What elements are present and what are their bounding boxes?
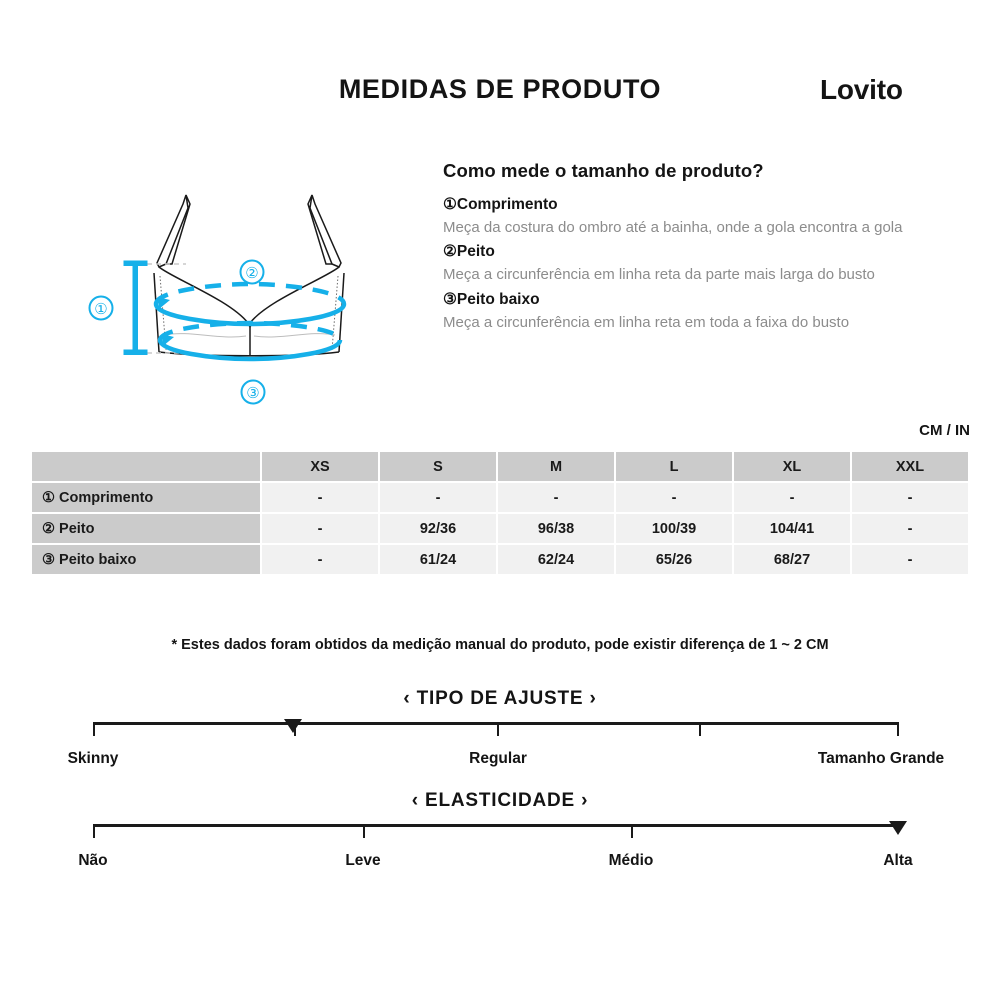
cell-peito-baixo-xs: - [262,545,378,574]
size-header-l: L [616,452,732,481]
diagram-marker-1-label: ① [94,301,107,318]
measure-instruction-3: ③Peito baixo Meça a circunferência em li… [443,288,943,333]
row-label-peito-baixo: ③ Peito baixo [32,545,260,574]
measure-instruction-2-desc: Meça a circunferência em linha reta da p… [443,266,875,284]
fit-selected-marker [284,719,302,733]
cell-peito-m: 96/38 [498,514,614,543]
page-title: MEDIDAS DE PRODUTO [338,74,662,104]
measure-instruction-2-label: ②Peito [443,243,495,261]
cell-peito-baixo-s: 61/24 [380,545,496,574]
garment-seam-dotted [159,275,339,351]
row-label-comprimento: ① Comprimento [32,483,260,512]
how-to-measure-section: Como mede o tamanho de produto? ①Comprim… [443,160,943,335]
elasticity-scale: ‹ ELASTICIDADE › Não Leve Médio Alta [0,790,1000,878]
cell-peito-baixo-xxl: - [852,545,968,574]
cell-peito-s: 92/36 [380,514,496,543]
fit-type-scale-title: ‹ TIPO DE AJUSTE › [403,688,597,709]
fit-label-oversize: Tamanho Grande [817,750,945,767]
cell-peito-xl: 104/41 [734,514,850,543]
length-measure-bar [123,260,148,355]
diagram-marker-2-label: ② [245,265,258,282]
measurement-disclaimer: * Estes dados foram obtidos da medição m… [171,637,829,653]
cell-peito-baixo-xl: 68/27 [734,545,850,574]
cell-comprimento-m: - [498,483,614,512]
how-to-measure-title: Como mede o tamanho de produto? [443,160,764,181]
fit-tick-3 [497,722,499,736]
fit-label-skinny: Skinny [67,750,119,767]
measure-instruction-1-desc: Meça da costura do ombro até a bainha, o… [443,219,903,237]
chest-measure-arrow [158,297,170,309]
measure-instruction-3-desc: Meça a circunferência em linha reta em t… [443,313,850,331]
elasticity-tick-1 [93,824,95,838]
elasticity-tick-3 [631,824,633,838]
size-header-s: S [380,452,496,481]
fit-type-scale-graphic [0,710,1000,750]
cell-peito-baixo-l: 65/26 [616,545,732,574]
measure-instruction-1: ①Comprimento Meça da costura do ombro at… [443,193,943,238]
chest-measure-ellipse [153,281,347,327]
size-table-header-row: XS S M L XL XXL [32,452,968,481]
underbust-measure-ellipse [157,320,343,362]
cell-comprimento-xs: - [262,483,378,512]
row-label-peito: ② Peito [32,514,260,543]
bra-diagram-svg: ① ② ③ [88,194,347,405]
brand-logo: Lovito [820,74,903,105]
product-measurement-diagram: ① ② ③ [80,160,420,410]
elasticity-scale-labels: Não Leve Médio Alta [0,852,1000,878]
cell-comprimento-s: - [380,483,496,512]
table-row: ③ Peito baixo - 61/24 62/24 65/26 68/27 … [32,545,968,574]
fit-type-scale: ‹ TIPO DE AJUSTE › Skinny Regular Tamanh… [0,688,1000,776]
size-header-xl: XL [734,452,850,481]
elasticity-label-alta: Alta [883,852,913,869]
cell-peito-l: 100/39 [616,514,732,543]
size-table-header: XS S M L XL XXL [32,452,968,481]
cell-comprimento-xxl: - [852,483,968,512]
size-header-m: M [498,452,614,481]
diagram-marker-3: ③ [240,379,266,405]
diagram-marker-2: ② [239,259,265,285]
size-header-xxl: XXL [852,452,968,481]
measure-instruction-3-label: ③Peito baixo [443,290,540,308]
fit-tick-4 [699,722,701,736]
cell-peito-xs: - [262,514,378,543]
diagram-marker-3-label: ③ [246,385,259,402]
table-row: ② Peito - 92/36 96/38 100/39 104/41 - [32,514,968,543]
cell-comprimento-l: - [616,483,732,512]
elasticity-tick-2 [363,824,365,838]
fit-tick-5 [897,722,899,736]
cell-peito-xxl: - [852,514,968,543]
size-table: XS S M L XL XXL ① Comprimento - - - - - … [30,450,970,576]
size-header-xs: XS [262,452,378,481]
size-table-body: ① Comprimento - - - - - - ② Peito - 92/3… [32,483,968,574]
fit-scale-labels: Skinny Regular Tamanho Grande [0,750,1000,776]
underbust-measure-arrow [162,334,174,346]
units-label: CM / IN [919,422,970,439]
fit-label-regular: Regular [469,750,527,767]
measure-instruction-1-label: ①Comprimento [443,196,558,213]
size-table-corner-cell [32,452,260,481]
elasticity-label-leve: Leve [345,852,381,869]
cell-peito-baixo-m: 62/24 [498,545,614,574]
elasticity-scale-title: ‹ ELASTICIDADE › [411,790,589,811]
elasticity-selected-marker [889,821,907,835]
measure-instruction-2: ②Peito Meça a circunferência em linha re… [443,240,943,285]
elasticity-axis-line [93,824,899,827]
elasticity-label-medio: Médio [608,852,654,869]
table-row: ① Comprimento - - - - - - [32,483,968,512]
diagram-marker-1: ① [88,295,114,321]
elasticity-label-nao: Não [78,852,108,869]
fit-axis-line [93,722,899,725]
fit-tick-1 [93,722,95,736]
elasticity-scale-graphic [0,812,1000,852]
cell-comprimento-xl: - [734,483,850,512]
